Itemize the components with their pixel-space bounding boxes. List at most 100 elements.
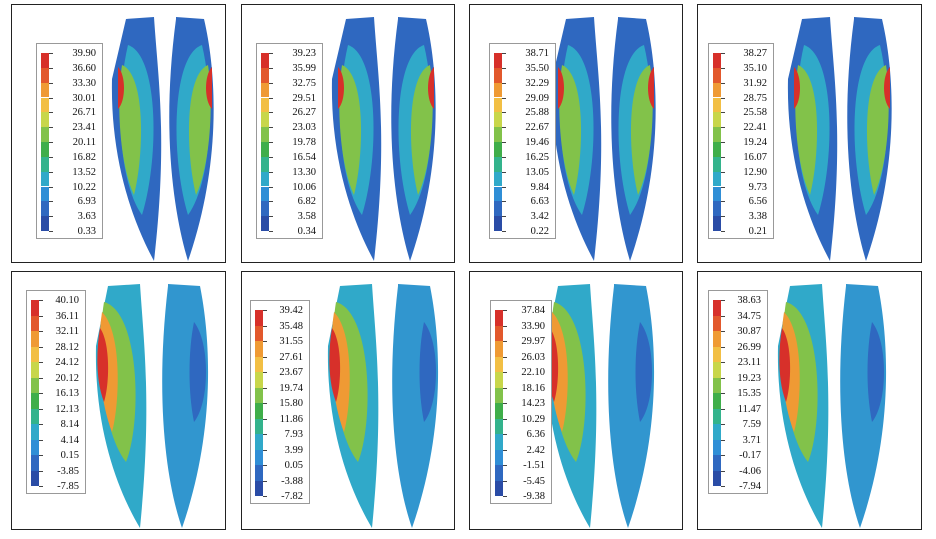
legend-entry: 34.75 bbox=[713, 311, 765, 331]
legend-tick bbox=[502, 97, 506, 99]
legend-7: 37.84 33.90 29.97 26.03 22.10 18.16 14.23 10.29… bbox=[490, 300, 552, 504]
legend-tick bbox=[721, 112, 725, 114]
legend-tick bbox=[502, 53, 506, 54]
legend-entry: 37.84 bbox=[495, 305, 549, 326]
legend-tick bbox=[49, 127, 53, 129]
panel-6: 39.42 35.48 31.55 27.61 23.67 19.74 15.80 11.86… bbox=[241, 271, 455, 530]
legend-label: 32.11 bbox=[55, 326, 79, 337]
legend-label: 6.63 bbox=[530, 196, 549, 208]
legend-entry: 6.82 bbox=[261, 196, 320, 217]
legend-label: 23.03 bbox=[292, 122, 316, 134]
legend-swatch bbox=[261, 201, 269, 217]
legend-tick bbox=[263, 387, 267, 389]
legend-label: 39.42 bbox=[279, 305, 303, 316]
legend-label: 19.74 bbox=[279, 382, 303, 394]
legend-label: 15.35 bbox=[737, 388, 761, 399]
legend-entry: 0.34 bbox=[261, 226, 320, 242]
legend-label: 26.27 bbox=[292, 107, 316, 119]
panel-1: 39.90 36.60 33.30 30.01 26.71 23.41 20.11 16.82… bbox=[11, 4, 226, 263]
legend-tick bbox=[503, 465, 507, 466]
legend-entry: 35.99 bbox=[261, 63, 320, 83]
legend-tick bbox=[721, 216, 725, 218]
legend-label: 0.33 bbox=[77, 226, 96, 237]
legend-swatch bbox=[41, 186, 49, 202]
legend-entry: 22.41 bbox=[713, 122, 771, 142]
legend-tick bbox=[503, 418, 507, 420]
legend-entry: -1.51 bbox=[495, 460, 549, 481]
legend-tick bbox=[502, 201, 506, 203]
legend-entry: 4.14 bbox=[31, 435, 83, 455]
legend-label: -1.51 bbox=[523, 460, 545, 471]
legend-label: 10.06 bbox=[292, 181, 316, 193]
legend-swatch bbox=[255, 310, 263, 326]
legend-tick bbox=[263, 341, 267, 342]
legend-entry: 28.12 bbox=[31, 342, 83, 362]
legend-label: 35.10 bbox=[743, 62, 767, 74]
legend-swatch bbox=[494, 201, 502, 217]
legend-tick bbox=[502, 171, 506, 173]
legend-swatch bbox=[41, 112, 49, 128]
legend-tick bbox=[49, 82, 53, 84]
legend-entry: 24.12 bbox=[31, 357, 83, 378]
legend-label: 7.59 bbox=[742, 419, 761, 430]
legend-label: 38.27 bbox=[743, 48, 767, 59]
legend-tick bbox=[263, 310, 267, 311]
legend-tick bbox=[503, 449, 507, 451]
legend-entry: -7.82 bbox=[255, 491, 307, 507]
legend-swatch bbox=[255, 465, 263, 481]
legend-label: -0.17 bbox=[739, 450, 761, 461]
legend-swatch bbox=[31, 346, 39, 362]
legend-swatch bbox=[495, 356, 503, 372]
legend-tick bbox=[721, 171, 725, 173]
legend-swatch bbox=[31, 362, 39, 378]
legend-swatch bbox=[41, 82, 49, 98]
legend-label: 20.12 bbox=[55, 372, 79, 384]
legend-entry: -7.85 bbox=[31, 481, 83, 497]
legend-entry: 30.87 bbox=[713, 326, 765, 347]
legend-entry: 26.03 bbox=[495, 352, 549, 372]
legend-label: 3.63 bbox=[77, 211, 96, 223]
legend-swatch bbox=[255, 434, 263, 450]
legend-swatch bbox=[713, 346, 721, 362]
legend-entry: 19.74 bbox=[255, 383, 307, 403]
legend-swatch bbox=[494, 112, 502, 128]
legend-swatch bbox=[495, 372, 503, 388]
contour-plot bbox=[331, 17, 436, 261]
legend-tick bbox=[263, 372, 267, 373]
legend-swatch bbox=[713, 82, 721, 98]
legend-label: 25.58 bbox=[743, 107, 767, 119]
legend-swatch bbox=[261, 186, 269, 202]
legend-entry: 6.63 bbox=[494, 196, 553, 217]
legend-tick bbox=[721, 439, 725, 441]
legend-label: 16.25 bbox=[525, 151, 549, 163]
legend-label: 26.03 bbox=[521, 351, 545, 363]
legend-tick bbox=[721, 486, 725, 487]
legend-entry: -9.38 bbox=[495, 491, 549, 507]
legend-entry: 19.78 bbox=[261, 137, 320, 157]
legend-6: 39.42 35.48 31.55 27.61 23.67 19.74 15.80 11.86… bbox=[250, 300, 310, 504]
contour-plot bbox=[111, 17, 214, 261]
legend-swatch bbox=[31, 439, 39, 455]
legend-label: 36.60 bbox=[72, 62, 96, 74]
legend-tick bbox=[39, 486, 43, 487]
legend-label: 3.71 bbox=[742, 434, 761, 446]
legend-label: 35.99 bbox=[292, 62, 316, 74]
legend-label: 28.12 bbox=[55, 341, 79, 353]
legend-swatch bbox=[41, 201, 49, 217]
legend-label: 29.09 bbox=[525, 92, 549, 104]
legend-label: 34.75 bbox=[737, 310, 761, 322]
legend-entry: 8.14 bbox=[31, 419, 83, 440]
legend-label: 33.90 bbox=[521, 320, 545, 332]
legend-entry: 0.05 bbox=[255, 460, 307, 481]
legend-entry: -3.85 bbox=[31, 466, 83, 486]
legend-swatch bbox=[261, 216, 269, 231]
legend-label: 16.07 bbox=[743, 151, 767, 163]
legend-tick bbox=[263, 480, 267, 482]
legend-tick bbox=[269, 97, 273, 99]
legend-swatch bbox=[255, 341, 263, 357]
legend-label: 29.51 bbox=[292, 92, 316, 104]
legend-swatch bbox=[713, 331, 721, 347]
legend-tick bbox=[502, 112, 506, 114]
legend-tick bbox=[39, 424, 43, 425]
legend-swatch bbox=[495, 310, 503, 326]
